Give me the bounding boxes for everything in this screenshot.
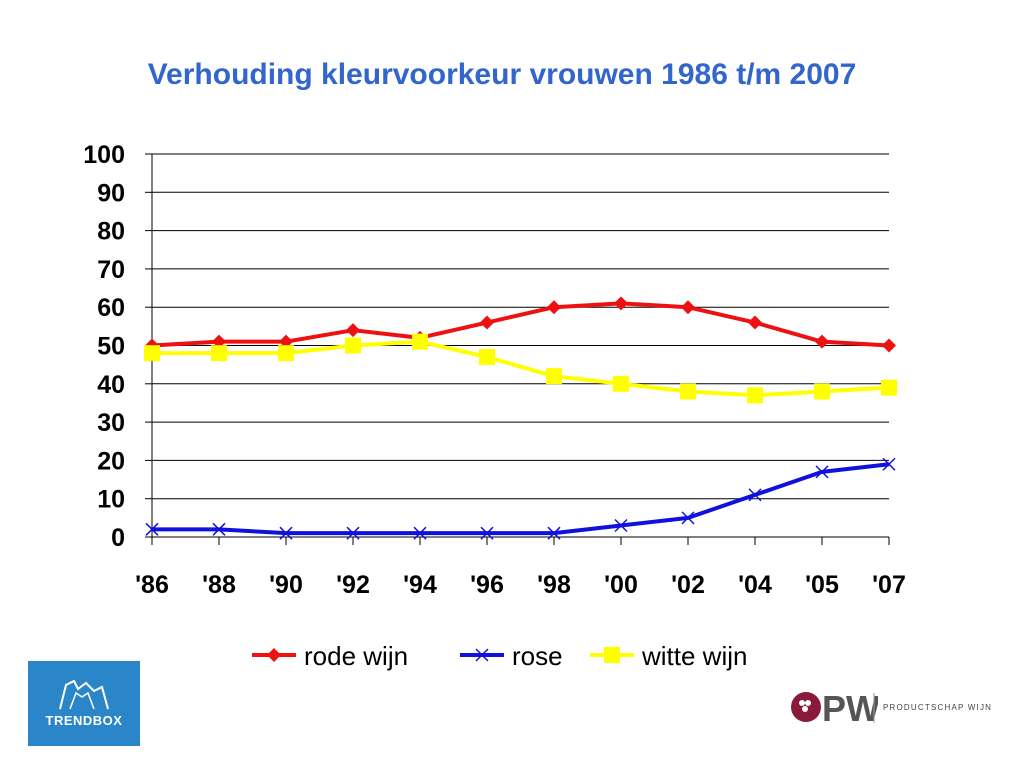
- trendbox-logo-text: TRENDBOX: [45, 713, 123, 728]
- y-tick-label: 80: [97, 218, 125, 246]
- data-point-rode-wijn: [480, 315, 494, 330]
- y-tick-label: 100: [83, 141, 125, 169]
- y-tick-label: 30: [97, 409, 125, 437]
- data-point-rose-stroke: [614, 518, 628, 533]
- x-tick-label: '86: [135, 571, 169, 599]
- productschap-wijn-text: PRODUCTSCHAP WIJN: [883, 703, 993, 712]
- data-point-witte-wijn: [211, 345, 227, 362]
- data-point-witte-wijn: [278, 345, 294, 362]
- axes: 0 10 20 30 40 50 60 70 80 90 100 '86 '88 '90 '92 '94 '96…: [83, 141, 906, 599]
- x-tick-label: '04: [738, 571, 772, 599]
- data-point-rose-stroke: [681, 511, 695, 525]
- y-tick-label: 0: [111, 524, 125, 552]
- data-point-rode-wijn: [815, 334, 829, 349]
- data-point-rose: [882, 457, 896, 471]
- data-point-witte-wijn: [479, 348, 495, 365]
- series-lines: [144, 296, 897, 540]
- x-tick-label: '07: [872, 571, 906, 599]
- legend: rode wijn rose witte wijn: [252, 641, 747, 671]
- data-point-rose-stroke: [547, 526, 561, 540]
- y-tick-label: 10: [97, 486, 125, 514]
- productschap-wijn-logo-mark: PW: [791, 688, 880, 729]
- legend-entry-rode-wijn: rode wijn: [252, 641, 408, 671]
- data-point-rose: [346, 526, 360, 540]
- data-point-witte-wijn: [412, 333, 428, 350]
- x-tick-label: '88: [202, 571, 236, 599]
- x-tick-label: '94: [403, 571, 437, 599]
- data-point-rose: [547, 526, 561, 540]
- legend-entry-rose: rose: [460, 641, 563, 671]
- data-point-rode-wijn: [547, 300, 561, 315]
- data-point-witte-wijn: [144, 345, 160, 362]
- data-point-witte-wijn: [546, 368, 562, 385]
- trendbox-logo: TRENDBOX: [28, 661, 140, 746]
- y-tick-label: 70: [97, 256, 125, 284]
- data-point-witte-wijn: [613, 375, 629, 392]
- data-point-rode-wijn: [614, 296, 628, 311]
- series-line-witte-wijn: [152, 339, 890, 398]
- x-tick-label: '90: [269, 571, 303, 599]
- x-tick-label: '98: [537, 571, 571, 599]
- x-tick-label: '96: [470, 571, 504, 599]
- data-point-rode-wijn: [882, 338, 896, 353]
- data-point-rose-stroke: [815, 465, 829, 479]
- legend-swatch-marker: [604, 647, 620, 663]
- x-tick-label: '00: [604, 571, 638, 599]
- legend-label: witte wijn: [641, 641, 747, 671]
- data-point-rode-wijn: [346, 323, 360, 338]
- data-point-rose-stroke: [748, 488, 762, 502]
- legend-entry-witte-wijn: witte wijn: [590, 641, 747, 671]
- data-point-witte-wijn: [345, 337, 361, 354]
- y-tick-label: 20: [97, 447, 125, 475]
- data-point-witte-wijn: [814, 383, 830, 400]
- data-point-rose: [279, 526, 293, 540]
- data-point-rose: [413, 526, 427, 540]
- data-point-rose-stroke: [882, 457, 896, 471]
- data-point-witte-wijn: [881, 379, 897, 396]
- x-tick-label: '05: [805, 571, 839, 599]
- data-point-rose: [145, 522, 159, 536]
- gridlines: [152, 153, 889, 500]
- y-tick-label: 40: [97, 371, 125, 399]
- pw-logo-letters: PW: [822, 688, 878, 729]
- data-point-rose-stroke: [413, 526, 427, 540]
- data-point-rose-stroke: [480, 526, 494, 540]
- y-tick-label: 60: [97, 294, 125, 322]
- legend-swatch-marker: [475, 648, 489, 662]
- data-point-witte-wijn: [747, 387, 763, 404]
- legend-label: rode wijn: [304, 641, 408, 671]
- data-point-rose-stroke: [346, 526, 360, 540]
- data-point-rose-stroke: [145, 522, 159, 536]
- legend-label: rose: [512, 641, 563, 671]
- series-line-rose: [152, 462, 890, 536]
- chart-title: Verhouding kleurvoorkeur vrouwen 1986 t/…: [147, 58, 857, 91]
- data-point-rose-stroke: [279, 526, 293, 540]
- productschap-wijn-logo: PW PRODUCTSCHAP WIJN: [788, 685, 991, 730]
- data-point-rose: [815, 465, 829, 479]
- data-point-rose: [681, 511, 695, 525]
- x-tick-label: '92: [336, 571, 370, 599]
- y-tick-label: 50: [97, 333, 125, 361]
- series-line-rode-wijn: [151, 301, 890, 348]
- y-tick-label: 90: [97, 179, 125, 207]
- data-point-rose: [614, 518, 628, 533]
- data-point-rose: [748, 488, 762, 502]
- trendbox-logo-icon: [59, 679, 109, 710]
- data-point-rode-wijn: [748, 315, 762, 330]
- data-point-rose: [212, 522, 226, 536]
- data-point-witte-wijn: [680, 383, 696, 400]
- x-tick-label: '02: [671, 571, 705, 599]
- legend-swatch-marker-stroke: [475, 648, 489, 662]
- data-point-rose-stroke: [212, 522, 226, 536]
- data-point-rose: [480, 526, 494, 540]
- data-point-rode-wijn: [681, 300, 695, 315]
- legend-swatch-marker: [267, 648, 281, 662]
